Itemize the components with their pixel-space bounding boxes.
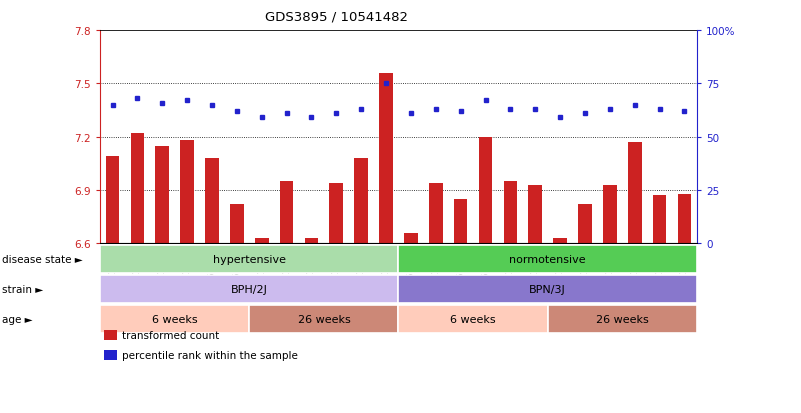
Text: age ►: age ► bbox=[2, 314, 32, 324]
Text: strain ►: strain ► bbox=[2, 284, 42, 294]
Text: percentile rank within the sample: percentile rank within the sample bbox=[122, 350, 298, 360]
Text: normotensive: normotensive bbox=[509, 254, 586, 264]
Bar bbox=[454, 199, 468, 244]
Bar bbox=[180, 141, 194, 244]
Text: hypertensive: hypertensive bbox=[213, 254, 286, 264]
Bar bbox=[578, 205, 592, 244]
Bar bbox=[404, 233, 418, 244]
Text: 6 weeks: 6 weeks bbox=[152, 314, 198, 324]
Bar bbox=[603, 185, 617, 244]
Bar bbox=[329, 183, 343, 244]
Bar bbox=[354, 159, 368, 244]
Text: disease state ►: disease state ► bbox=[2, 254, 83, 264]
Text: 26 weeks: 26 weeks bbox=[596, 314, 649, 324]
Bar bbox=[280, 182, 293, 244]
Bar bbox=[230, 205, 244, 244]
Text: 6 weeks: 6 weeks bbox=[450, 314, 496, 324]
Bar bbox=[131, 134, 144, 244]
Text: GDS3895 / 10541482: GDS3895 / 10541482 bbox=[265, 10, 408, 23]
Text: BPH/2J: BPH/2J bbox=[231, 284, 268, 294]
Bar bbox=[628, 142, 642, 244]
Text: transformed count: transformed count bbox=[122, 330, 219, 340]
Bar bbox=[255, 238, 268, 244]
Bar bbox=[205, 159, 219, 244]
Bar bbox=[504, 182, 517, 244]
Bar bbox=[155, 146, 169, 244]
Text: 26 weeks: 26 weeks bbox=[297, 314, 350, 324]
Bar bbox=[479, 137, 493, 244]
Bar bbox=[553, 238, 567, 244]
Bar bbox=[304, 238, 318, 244]
Bar bbox=[379, 74, 393, 244]
Bar bbox=[678, 194, 691, 244]
Bar bbox=[653, 196, 666, 244]
Text: BPN/3J: BPN/3J bbox=[529, 284, 566, 294]
Bar bbox=[529, 185, 542, 244]
Bar bbox=[429, 183, 443, 244]
Bar bbox=[106, 157, 119, 244]
